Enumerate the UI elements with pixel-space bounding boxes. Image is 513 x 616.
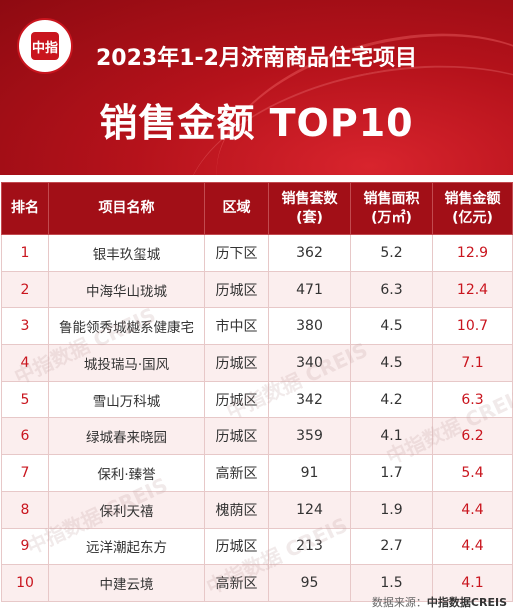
cell-district: 历城区 (204, 380, 269, 419)
cell-project-name: 远洋潮起东方 (48, 527, 205, 566)
source-label: 数据来源： (371, 596, 427, 609)
cell-units: 380 (268, 307, 351, 346)
header-rank: 排名 (1, 182, 49, 235)
table-row: 6 绿城春来晓园 历城区 359 4.1 6.2 (1, 417, 513, 456)
cell-rank: 9 (1, 527, 49, 566)
header-banner: 中指 2023年1-2月济南商品住宅项目 销售金额 TOP10 (0, 0, 513, 175)
cell-area: 5.2 (350, 234, 433, 272)
cell-rank: 7 (1, 454, 49, 492)
cell-amount: 6.2 (432, 417, 513, 456)
cell-amount: 4.4 (432, 527, 513, 566)
cell-area: 1.7 (350, 454, 433, 492)
cell-units: 95 (268, 564, 351, 602)
table-row: 8 保利天禧 槐荫区 124 1.9 4.4 (1, 490, 513, 529)
source-value: 中指数据CREIS (426, 596, 507, 609)
cell-units: 124 (268, 490, 351, 529)
cell-units: 359 (268, 417, 351, 456)
cell-rank: 4 (1, 344, 49, 382)
cell-project-name: 绿城春来晓园 (48, 417, 205, 456)
table-header-row: 排名 项目名称 区域 销售套数 (套) 销售面积 (万㎡) 销售金额 (亿元) (1, 182, 513, 235)
cell-area: 1.5 (350, 564, 433, 602)
cell-rank: 6 (1, 417, 49, 456)
page-subtitle: 销售金额 TOP10 (99, 101, 414, 145)
table-row: 10 中建云境 高新区 95 1.5 4.1 (1, 564, 513, 602)
header-area: 销售面积 (万㎡) (350, 182, 433, 235)
cell-units: 362 (268, 234, 351, 272)
cell-amount: 5.4 (432, 454, 513, 492)
cell-amount: 12.4 (432, 270, 513, 309)
cell-project-name: 保利天禧 (48, 490, 205, 529)
table-row: 9 远洋潮起东方 历城区 213 2.7 4.4 (1, 527, 513, 566)
cell-district: 市中区 (204, 307, 269, 346)
cell-area: 1.9 (350, 490, 433, 529)
cell-district: 高新区 (204, 564, 269, 602)
cell-district: 历城区 (204, 417, 269, 456)
cell-rank: 2 (1, 270, 49, 309)
table-row: 5 雪山万科城 历城区 342 4.2 6.3 (1, 380, 513, 419)
cell-amount: 7.1 (432, 344, 513, 382)
header-district: 区域 (204, 182, 269, 235)
table-row: 3 鲁能领秀城樾系健康宅 市中区 380 4.5 10.7 (1, 307, 513, 346)
header-name: 项目名称 (48, 182, 205, 235)
cell-project-name: 雪山万科城 (48, 380, 205, 419)
cell-district: 历城区 (204, 344, 269, 382)
cell-area: 4.5 (350, 344, 433, 382)
cell-project-name: 城投瑞马·国风 (48, 344, 205, 382)
cell-units: 91 (268, 454, 351, 492)
cell-project-name: 鲁能领秀城樾系健康宅 (48, 307, 205, 346)
cell-district: 历城区 (204, 527, 269, 566)
cell-amount: 4.4 (432, 490, 513, 529)
cell-rank: 8 (1, 490, 49, 529)
cell-rank: 10 (1, 564, 49, 602)
logo: 中指 (17, 18, 73, 74)
data-source: 数据来源：中指数据CREIS (372, 594, 507, 610)
cell-amount: 6.3 (432, 380, 513, 419)
cell-district: 历城区 (204, 270, 269, 309)
cell-area: 2.7 (350, 527, 433, 566)
cell-units: 342 (268, 380, 351, 419)
cell-district: 历下区 (204, 234, 269, 272)
cell-area: 4.1 (350, 417, 433, 456)
cell-area: 4.5 (350, 307, 433, 346)
table-row: 2 中海华山珑城 历城区 471 6.3 12.4 (1, 270, 513, 309)
table-row: 4 城投瑞马·国风 历城区 340 4.5 7.1 (1, 344, 513, 382)
cell-amount: 10.7 (432, 307, 513, 346)
cell-area: 4.2 (350, 380, 433, 419)
cell-project-name: 中建云境 (48, 564, 205, 602)
table-row: 1 银丰玖玺城 历下区 362 5.2 12.9 (1, 234, 513, 272)
cell-rank: 1 (1, 234, 49, 272)
cell-project-name: 银丰玖玺城 (48, 234, 205, 272)
logo-mark: 中指 (31, 32, 59, 60)
cell-units: 471 (268, 270, 351, 309)
ranking-table: 排名 项目名称 区域 销售套数 (套) 销售面积 (万㎡) 销售金额 (亿元) 1 银… (1, 182, 513, 602)
cell-units: 213 (268, 527, 351, 566)
cell-amount: 12.9 (432, 234, 513, 272)
table-row: 7 保利·臻誉 高新区 91 1.7 5.4 (1, 454, 513, 492)
cell-amount: 4.1 (432, 564, 513, 602)
cell-rank: 3 (1, 307, 49, 346)
cell-district: 槐荫区 (204, 490, 269, 529)
cell-district: 高新区 (204, 454, 269, 492)
cell-area: 6.3 (350, 270, 433, 309)
cell-units: 340 (268, 344, 351, 382)
header-amount: 销售金额 (亿元) (432, 182, 513, 235)
page-title: 2023年1-2月济南商品住宅项目 (96, 46, 417, 71)
cell-project-name: 中海华山珑城 (48, 270, 205, 309)
header-units: 销售套数 (套) (268, 182, 351, 235)
cell-rank: 5 (1, 380, 49, 419)
cell-project-name: 保利·臻誉 (48, 454, 205, 492)
